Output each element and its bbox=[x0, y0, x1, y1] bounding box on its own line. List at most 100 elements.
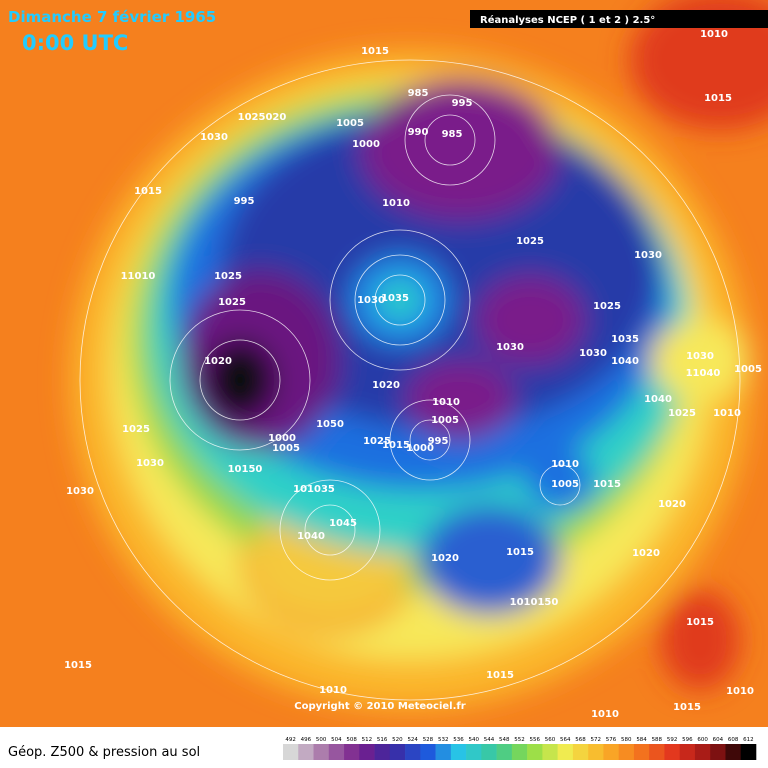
colorbar-label: 600 bbox=[697, 737, 708, 743]
colorbar-label: 548 bbox=[499, 737, 510, 743]
legend-title: Géop. Z500 & pression au sol bbox=[8, 745, 200, 760]
colorbar-label: 604 bbox=[713, 737, 724, 743]
colorbar-label: 580 bbox=[621, 737, 632, 743]
colorbar-label: 536 bbox=[453, 737, 464, 743]
colorbar-label: 564 bbox=[560, 737, 571, 743]
colorbar-label: 524 bbox=[407, 737, 418, 743]
isobar-label: 1015 bbox=[686, 617, 714, 628]
isobar-label: 1015 bbox=[382, 440, 410, 451]
isobar-label: 1030 bbox=[66, 486, 94, 497]
source-box bbox=[470, 10, 768, 28]
isobar-label: 1010 bbox=[726, 686, 754, 697]
isobar-label: 1025020 bbox=[238, 112, 287, 123]
isobar-label: 1035 bbox=[611, 334, 639, 345]
isobar-label: 1010 bbox=[700, 29, 728, 40]
colorbar-label: 532 bbox=[438, 737, 449, 743]
isobar-label: 1015 bbox=[64, 660, 92, 671]
colorbar-label: 612 bbox=[743, 737, 754, 743]
colorbar-cell bbox=[466, 744, 482, 760]
colorbar-label: 520 bbox=[392, 737, 403, 743]
colorbar-cell bbox=[588, 744, 604, 760]
colorbar-cell bbox=[328, 744, 345, 760]
isobar-label: 1005 bbox=[336, 118, 364, 129]
colorbar-label: 496 bbox=[301, 737, 312, 743]
colorbar-cell bbox=[679, 744, 696, 760]
isobar-label: 1010 bbox=[319, 685, 347, 696]
isobar-label: 1025 bbox=[668, 408, 696, 419]
isobar-label: 1015 bbox=[593, 479, 621, 490]
isobar-label: 1015 bbox=[361, 46, 389, 57]
colorbar-cell bbox=[511, 744, 528, 760]
isobar-label: 1040 bbox=[297, 531, 325, 542]
isobar-label: 1030 bbox=[634, 250, 662, 261]
isobar-label: 1040 bbox=[644, 394, 672, 405]
isobar-label: 1015 bbox=[134, 186, 162, 197]
isobar-label: 1020 bbox=[431, 553, 459, 564]
geopotential-field bbox=[0, 0, 768, 727]
isobar-label: 11010 bbox=[121, 271, 156, 282]
isobar-label: 1025 bbox=[516, 236, 544, 247]
time: 0:00 UTC bbox=[22, 31, 128, 55]
isobar-label: 1025 bbox=[363, 436, 391, 447]
isobar-label: 1030 bbox=[136, 458, 164, 469]
colorbar-label: 540 bbox=[468, 737, 479, 743]
isobar-label: 101035 bbox=[293, 484, 335, 495]
isobar-label: 1015 bbox=[506, 547, 534, 558]
source: Réanalyses NCEP ( 1 et 2 ) 2.5° bbox=[480, 14, 655, 26]
isobar-label: 1015 bbox=[486, 670, 514, 681]
colorbar-label: 576 bbox=[606, 737, 617, 743]
isobar-label: 1010 bbox=[713, 408, 741, 419]
colorbar-cell bbox=[283, 744, 299, 760]
isobar-label: 1000 bbox=[268, 433, 296, 444]
colorbar-label: 504 bbox=[331, 737, 342, 743]
isobar-label: 1050 bbox=[316, 419, 344, 430]
colorbar-cell bbox=[633, 744, 650, 760]
colorbar-label: 568 bbox=[575, 737, 586, 743]
isobar-label: 1005 bbox=[734, 364, 762, 375]
colorbar-cell bbox=[664, 744, 681, 760]
colorbar-cell bbox=[603, 744, 619, 760]
isobars bbox=[79, 59, 741, 701]
isobar-label: 1010 bbox=[382, 198, 410, 209]
colorbar-label: 584 bbox=[636, 737, 647, 743]
colorbar-cell bbox=[450, 744, 467, 760]
date: Dimanche 7 février 1965 bbox=[8, 8, 216, 26]
isobar-label: 11040 bbox=[686, 368, 721, 379]
colorbar-label: 556 bbox=[530, 737, 541, 743]
isobar-label: 1020 bbox=[372, 380, 400, 391]
colorbar-label: 492 bbox=[285, 737, 296, 743]
isobar-label: 1015 bbox=[673, 702, 701, 713]
colorbar-cell bbox=[740, 744, 757, 760]
colorbar-label: 516 bbox=[377, 737, 388, 743]
colorbar-cell bbox=[313, 744, 330, 760]
colorbar-cell bbox=[374, 744, 391, 760]
isobar-label: 1025 bbox=[122, 424, 150, 435]
colorbar-cell bbox=[572, 744, 589, 760]
isobar-label: 1000 bbox=[352, 139, 380, 150]
colorbar-cell bbox=[435, 744, 452, 760]
colorbar-cell bbox=[389, 744, 406, 760]
colorbar-cell bbox=[344, 744, 360, 760]
colorbar-label: 592 bbox=[667, 737, 678, 743]
colorbar-cell bbox=[725, 744, 742, 760]
isobar-label: 1005 bbox=[431, 415, 459, 426]
isobar-label: 1040 bbox=[611, 356, 639, 367]
isobar-label: 1010 bbox=[432, 397, 460, 408]
isobar-label: 1020 bbox=[204, 356, 232, 367]
isobar-label: 990 bbox=[408, 127, 429, 138]
isobar-label: 1030 bbox=[579, 348, 607, 359]
isobar-label: 1020 bbox=[658, 499, 686, 510]
colorbar-label: 508 bbox=[346, 737, 357, 743]
colorbar-label: 596 bbox=[682, 737, 693, 743]
colorbar-cell bbox=[298, 744, 314, 760]
colorbar-cell bbox=[405, 744, 421, 760]
isobar-label: 1030 bbox=[686, 351, 714, 362]
isobar-label: 1015 bbox=[704, 93, 732, 104]
colorbar-cell bbox=[481, 744, 497, 760]
isobar-label: 1030 bbox=[357, 295, 385, 306]
colorbar-label: 588 bbox=[652, 737, 663, 743]
isobar-label: 995 bbox=[234, 196, 255, 207]
colorbar-label: 552 bbox=[514, 737, 525, 743]
